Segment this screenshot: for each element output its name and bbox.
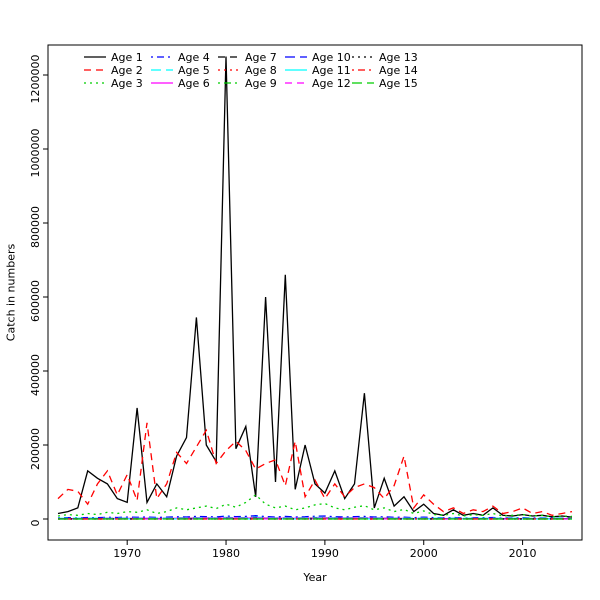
legend-label-age-4: Age 4 [178,51,210,64]
legend-label-age-2: Age 2 [111,64,143,77]
legend-label-age-12: Age 12 [312,77,351,90]
x-tick-label: 1970 [113,547,141,560]
legend-label-age-8: Age 8 [245,64,277,77]
y-tick-label: 1000000 [29,129,42,178]
series-line-age-1 [57,56,573,518]
y-tick-label: 400000 [29,354,42,396]
y-tick-label: 200000 [29,428,42,470]
legend-label-age-11: Age 11 [312,64,351,77]
x-axis-label: Year [303,571,327,584]
legend-label-age-7: Age 7 [245,51,277,64]
legend-label-age-14: Age 14 [379,64,418,77]
x-tick-label: 1980 [212,547,240,560]
legend-label-age-10: Age 10 [312,51,351,64]
series-line-age-3 [57,494,573,518]
x-tick-label: 2010 [509,547,537,560]
legend-label-age-1: Age 1 [111,51,143,64]
series-line-age-4 [57,515,573,519]
y-tick-label: 600000 [29,280,42,322]
x-tick-label: 2000 [410,547,438,560]
legend-label-age-6: Age 6 [178,77,210,90]
y-tick-label: 0 [29,520,42,527]
plot-box [47,44,583,541]
x-tick-label: 1990 [311,547,339,560]
y-tick-label: 1200000 [29,55,42,104]
legend-label-age-15: Age 15 [379,77,418,90]
legend-label-age-13: Age 13 [379,51,418,64]
legend-label-age-3: Age 3 [111,77,143,90]
series-line-age-2 [57,422,573,516]
legend-label-age-9: Age 9 [245,77,277,90]
legend-label-age-5: Age 5 [178,64,210,77]
y-tick-label: 800000 [29,206,42,248]
y-axis-label: Catch in numbers [4,243,18,342]
